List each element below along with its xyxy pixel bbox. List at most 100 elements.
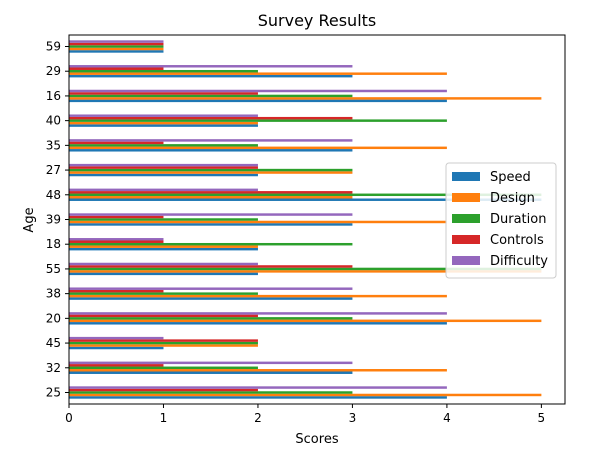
bar-controls-age-18 (69, 240, 164, 243)
bar-design-age-45 (69, 344, 258, 347)
bar-design-age-32 (69, 369, 447, 372)
bar-difficulty-age-25 (69, 386, 447, 389)
bar-controls-age-27 (69, 166, 258, 169)
bar-speed-age-48 (69, 198, 542, 201)
bar-speed-age-38 (69, 297, 353, 300)
bar-design-age-38 (69, 294, 447, 298)
bar-difficulty-age-55 (69, 262, 258, 266)
bar-duration-age-59 (69, 45, 164, 48)
bar-controls-age-39 (69, 215, 164, 219)
bar-speed-age-45 (69, 346, 164, 350)
legend: Speed Design Duration Controls Difficulty (445, 162, 557, 279)
bar-speed-age-35 (69, 149, 353, 152)
bar-duration-age-20 (69, 317, 353, 320)
legend-label-design: Design (490, 191, 535, 206)
legend-swatch-controls (452, 235, 480, 244)
bar-duration-age-40 (69, 119, 447, 122)
bar-duration-age-25 (69, 391, 353, 394)
bar-speed-age-16 (69, 99, 447, 103)
bar-difficulty-age-32 (69, 361, 353, 365)
bar-design-age-27 (69, 171, 353, 174)
legend-label-duration: Duration (490, 212, 546, 227)
x-tick-label: 2 (254, 411, 262, 425)
bar-speed-age-40 (69, 124, 258, 127)
bar-controls-age-29 (69, 67, 164, 70)
x-tick-label: 4 (443, 411, 451, 425)
y-tick-label: 55 (46, 262, 61, 276)
bar-design-age-40 (69, 121, 258, 125)
bar-speed-age-25 (69, 396, 447, 399)
x-axis-label: Scores (295, 432, 338, 447)
bar-design-age-29 (69, 72, 447, 75)
y-tick-label: 29 (46, 64, 61, 78)
bar-design-age-20 (69, 319, 542, 323)
bar-difficulty-age-16 (69, 89, 447, 93)
y-tick-label: 27 (46, 163, 61, 177)
bar-difficulty-age-59 (69, 40, 164, 43)
y-tick-label: 45 (46, 336, 61, 350)
legend-swatch-speed (452, 172, 480, 181)
x-tick-label: 1 (160, 411, 168, 425)
bar-design-age-59 (69, 47, 164, 51)
y-tick-label: 20 (46, 311, 61, 325)
x-tick-label: 0 (65, 411, 73, 425)
bar-difficulty-age-29 (69, 65, 353, 68)
bar-difficulty-age-45 (69, 336, 164, 340)
legend-label-difficulty: Difficulty (490, 254, 548, 269)
bar-design-age-16 (69, 97, 542, 100)
legend-box (445, 162, 557, 279)
bar-design-age-25 (69, 393, 542, 397)
bar-controls-age-40 (69, 116, 353, 120)
bar-difficulty-age-27 (69, 163, 258, 167)
bar-difficulty-age-38 (69, 287, 353, 290)
y-tick-label: 38 (46, 287, 61, 301)
legend-label-speed: Speed (490, 170, 531, 185)
y-tick-label: 40 (46, 114, 61, 128)
bar-speed-age-29 (69, 74, 353, 78)
bar-design-age-18 (69, 245, 258, 248)
bar-duration-age-48 (69, 193, 542, 197)
y-tick-label: 35 (46, 138, 61, 152)
bar-duration-age-16 (69, 94, 353, 98)
bar-difficulty-age-35 (69, 139, 353, 142)
x-tick-label: 5 (538, 411, 546, 425)
y-tick-label: 59 (46, 40, 61, 54)
bar-duration-age-18 (69, 242, 353, 246)
bar-difficulty-age-20 (69, 312, 447, 315)
legend-label-controls: Controls (490, 233, 544, 248)
bar-speed-age-59 (69, 50, 164, 53)
y-tick-label: 16 (46, 89, 61, 103)
bar-controls-age-35 (69, 141, 164, 145)
y-tick-label: 18 (46, 237, 61, 251)
y-axis-ticks: 25 32 45 20 38 55 18 39 48 27 35 40 16 29 59 (46, 40, 69, 400)
bar-difficulty-age-48 (69, 188, 258, 192)
bar-difficulty-age-39 (69, 213, 353, 216)
bar-controls-age-25 (69, 388, 258, 392)
bar-controls-age-55 (69, 265, 353, 268)
bar-controls-age-32 (69, 364, 164, 367)
y-tick-label: 25 (46, 386, 61, 400)
bar-speed-age-20 (69, 322, 447, 325)
bar-difficulty-age-18 (69, 238, 164, 241)
bar-difficulty-age-40 (69, 114, 258, 117)
bar-design-age-55 (69, 270, 542, 273)
x-axis-ticks: 0 1 2 3 4 5 (65, 404, 545, 425)
x-tick-label: 3 (349, 411, 357, 425)
y-tick-label: 32 (46, 361, 61, 375)
bar-duration-age-39 (69, 218, 258, 221)
bar-duration-age-27 (69, 168, 353, 172)
chart-title: Survey Results (258, 11, 377, 30)
bar-design-age-48 (69, 196, 353, 199)
bar-duration-age-29 (69, 69, 258, 73)
bar-speed-age-18 (69, 247, 258, 251)
bars-layer (69, 40, 542, 399)
bar-duration-age-32 (69, 366, 258, 370)
bar-design-age-39 (69, 220, 447, 224)
y-axis-label: Age (22, 207, 37, 232)
legend-swatch-design (452, 193, 480, 202)
y-tick-label: 39 (46, 213, 61, 227)
legend-swatch-duration (452, 214, 480, 223)
bar-controls-age-48 (69, 191, 353, 194)
y-tick-label: 48 (46, 188, 61, 202)
